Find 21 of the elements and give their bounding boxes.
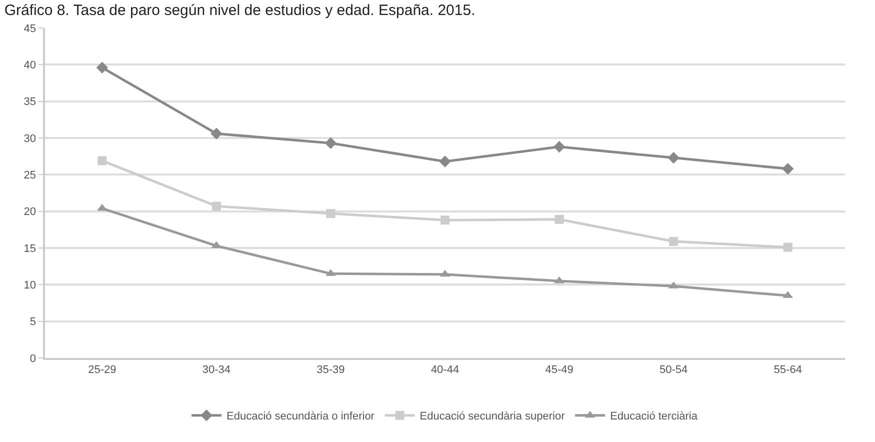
- y-tick-label: 30: [24, 132, 36, 145]
- x-tick-label: 45-49: [545, 364, 574, 376]
- legend-label: Educació secundària o inferior: [226, 410, 375, 423]
- y-tick-label: 15: [24, 242, 36, 255]
- legend-label: Educació terciària: [610, 410, 698, 423]
- y-tick-label: 40: [24, 60, 36, 72]
- x-tick-label: 35-39: [316, 364, 345, 376]
- legend-label: Educació secundària superior: [420, 410, 566, 423]
- x-tick-label: 50-54: [660, 364, 688, 376]
- x-tick-label: 55-64: [774, 364, 802, 376]
- x-tick-label: 25-29: [88, 364, 116, 376]
- x-tick-label: 30-34: [202, 364, 230, 376]
- y-tick-label: 5: [30, 316, 36, 328]
- y-tick-label: 45: [24, 22, 36, 35]
- y-tick-label: 25: [24, 170, 36, 182]
- y-tick-label: 20: [24, 206, 36, 218]
- y-tick-label: 10: [24, 280, 36, 292]
- x-tick-label: 40-44: [430, 364, 460, 376]
- y-tick-label: 35: [24, 96, 36, 108]
- chart-title: Gráfico 8. Tasa de paro según nivel de estudios y edad. España. 2015.: [4, 2, 476, 19]
- y-tick-label: 0: [30, 352, 36, 365]
